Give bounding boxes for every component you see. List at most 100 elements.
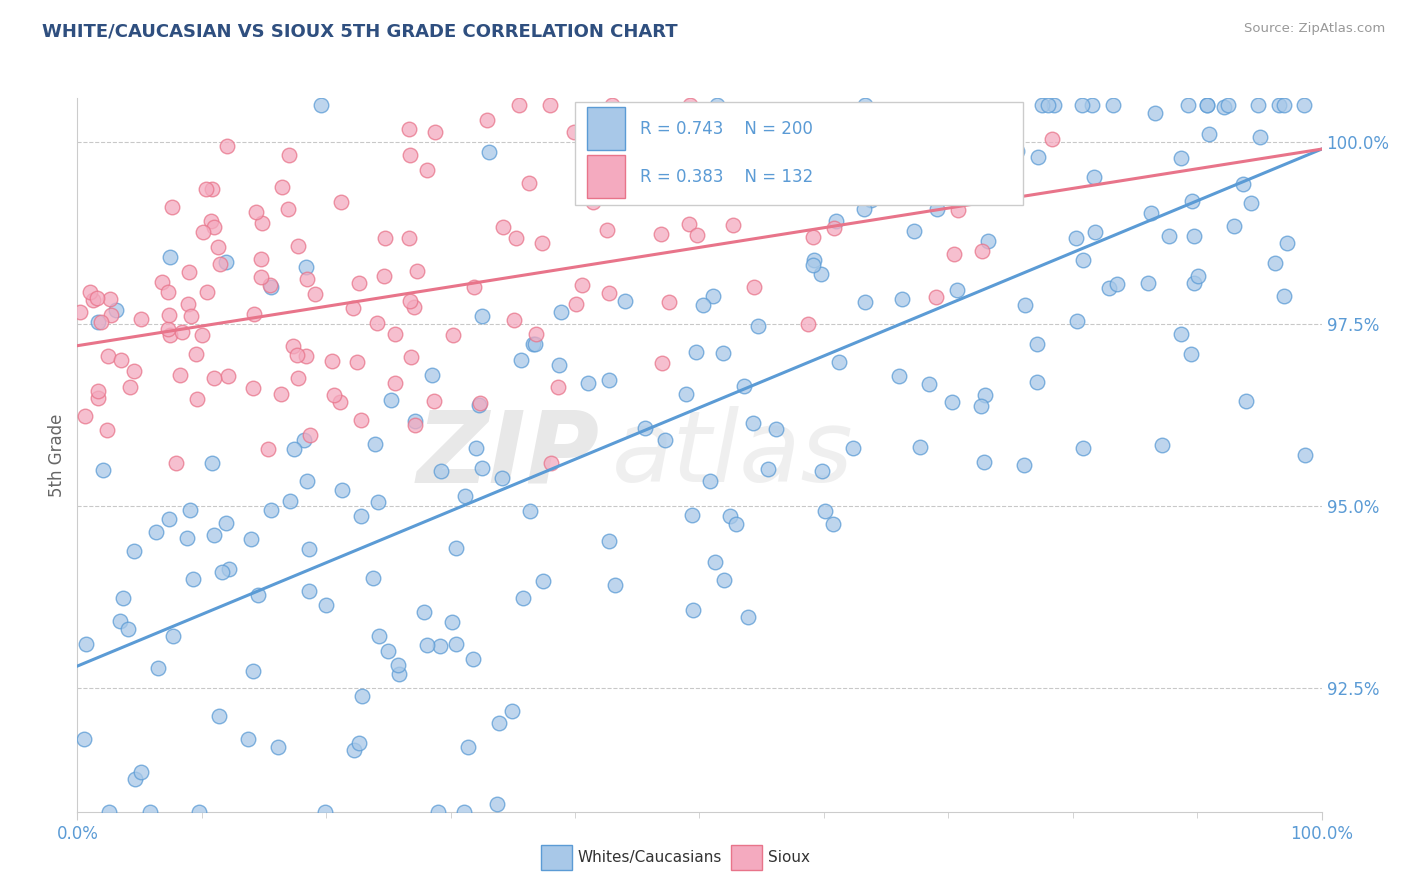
Point xyxy=(550,305,572,319)
Point xyxy=(801,229,824,244)
Point xyxy=(297,474,319,488)
Point xyxy=(1014,298,1036,312)
Point xyxy=(855,98,877,112)
Point xyxy=(298,583,321,598)
Point xyxy=(250,252,273,267)
Point xyxy=(259,277,281,292)
Point xyxy=(596,223,619,237)
Point xyxy=(1247,98,1270,112)
Text: Whites/Caucasians: Whites/Caucasians xyxy=(578,850,723,864)
Point xyxy=(973,455,995,469)
Point xyxy=(315,599,337,613)
Point xyxy=(1216,98,1239,112)
Point xyxy=(277,148,299,162)
Point xyxy=(1043,98,1066,112)
Point xyxy=(346,355,368,369)
Point xyxy=(1007,145,1029,159)
Point xyxy=(673,186,696,200)
Point xyxy=(910,440,932,454)
Point xyxy=(1102,98,1125,112)
Text: R = 0.383    N = 132: R = 0.383 N = 132 xyxy=(640,168,813,186)
Point xyxy=(1272,289,1295,303)
Point xyxy=(124,772,146,787)
Point xyxy=(997,120,1019,134)
Point xyxy=(162,629,184,643)
Point xyxy=(1213,100,1236,114)
Point xyxy=(598,373,620,387)
Point xyxy=(176,531,198,545)
Point xyxy=(737,610,759,624)
Point xyxy=(179,503,201,517)
Point xyxy=(974,388,997,402)
Point xyxy=(297,272,319,286)
Point xyxy=(468,398,491,412)
Text: ZIP: ZIP xyxy=(418,407,600,503)
Point xyxy=(454,489,477,503)
Point xyxy=(811,464,834,478)
Point xyxy=(90,315,112,329)
Point xyxy=(1170,327,1192,342)
Point xyxy=(243,307,266,321)
Point xyxy=(159,328,181,343)
Point xyxy=(98,293,121,307)
Point xyxy=(73,409,96,423)
Point xyxy=(361,571,384,585)
Point xyxy=(416,162,439,177)
Point xyxy=(294,260,316,275)
Point xyxy=(321,354,343,368)
Point xyxy=(799,111,821,125)
Point xyxy=(1187,268,1209,283)
Point xyxy=(465,442,488,456)
Point xyxy=(1249,130,1271,145)
Point xyxy=(703,556,725,570)
Point xyxy=(218,562,240,576)
Point xyxy=(713,574,735,588)
Point xyxy=(501,704,523,718)
Point xyxy=(650,227,672,242)
Point xyxy=(1181,194,1204,209)
Point xyxy=(576,376,599,390)
Point xyxy=(942,246,965,260)
Point xyxy=(598,286,620,301)
Point xyxy=(441,327,464,342)
Point xyxy=(148,661,170,675)
Point xyxy=(97,349,120,363)
Point xyxy=(87,391,110,405)
Point xyxy=(122,544,145,558)
Point xyxy=(702,289,724,303)
Point xyxy=(117,623,139,637)
Point xyxy=(309,98,332,112)
Point xyxy=(842,441,865,455)
Point xyxy=(208,257,231,271)
Point xyxy=(1150,437,1173,451)
Point xyxy=(471,309,494,323)
Point xyxy=(342,301,364,315)
Point xyxy=(519,504,541,518)
Point xyxy=(972,106,994,120)
Point xyxy=(350,509,373,524)
Point xyxy=(367,629,389,643)
Point xyxy=(207,709,229,723)
Point xyxy=(347,277,370,291)
Point xyxy=(215,255,238,269)
Point xyxy=(488,715,510,730)
Point xyxy=(425,125,447,139)
Point xyxy=(946,202,969,217)
Point xyxy=(277,202,299,216)
Point xyxy=(186,347,208,361)
Point xyxy=(1182,229,1205,244)
Point xyxy=(287,238,309,252)
Point xyxy=(242,381,264,395)
Point xyxy=(1294,448,1316,462)
Point xyxy=(96,423,118,437)
Point xyxy=(366,316,388,330)
Point xyxy=(1144,106,1167,120)
Point xyxy=(201,182,224,196)
Point xyxy=(471,461,494,475)
Point xyxy=(524,327,547,342)
Point xyxy=(177,297,200,311)
Point xyxy=(461,652,484,666)
Point xyxy=(717,106,740,120)
Point xyxy=(97,805,120,819)
Point xyxy=(941,395,963,409)
